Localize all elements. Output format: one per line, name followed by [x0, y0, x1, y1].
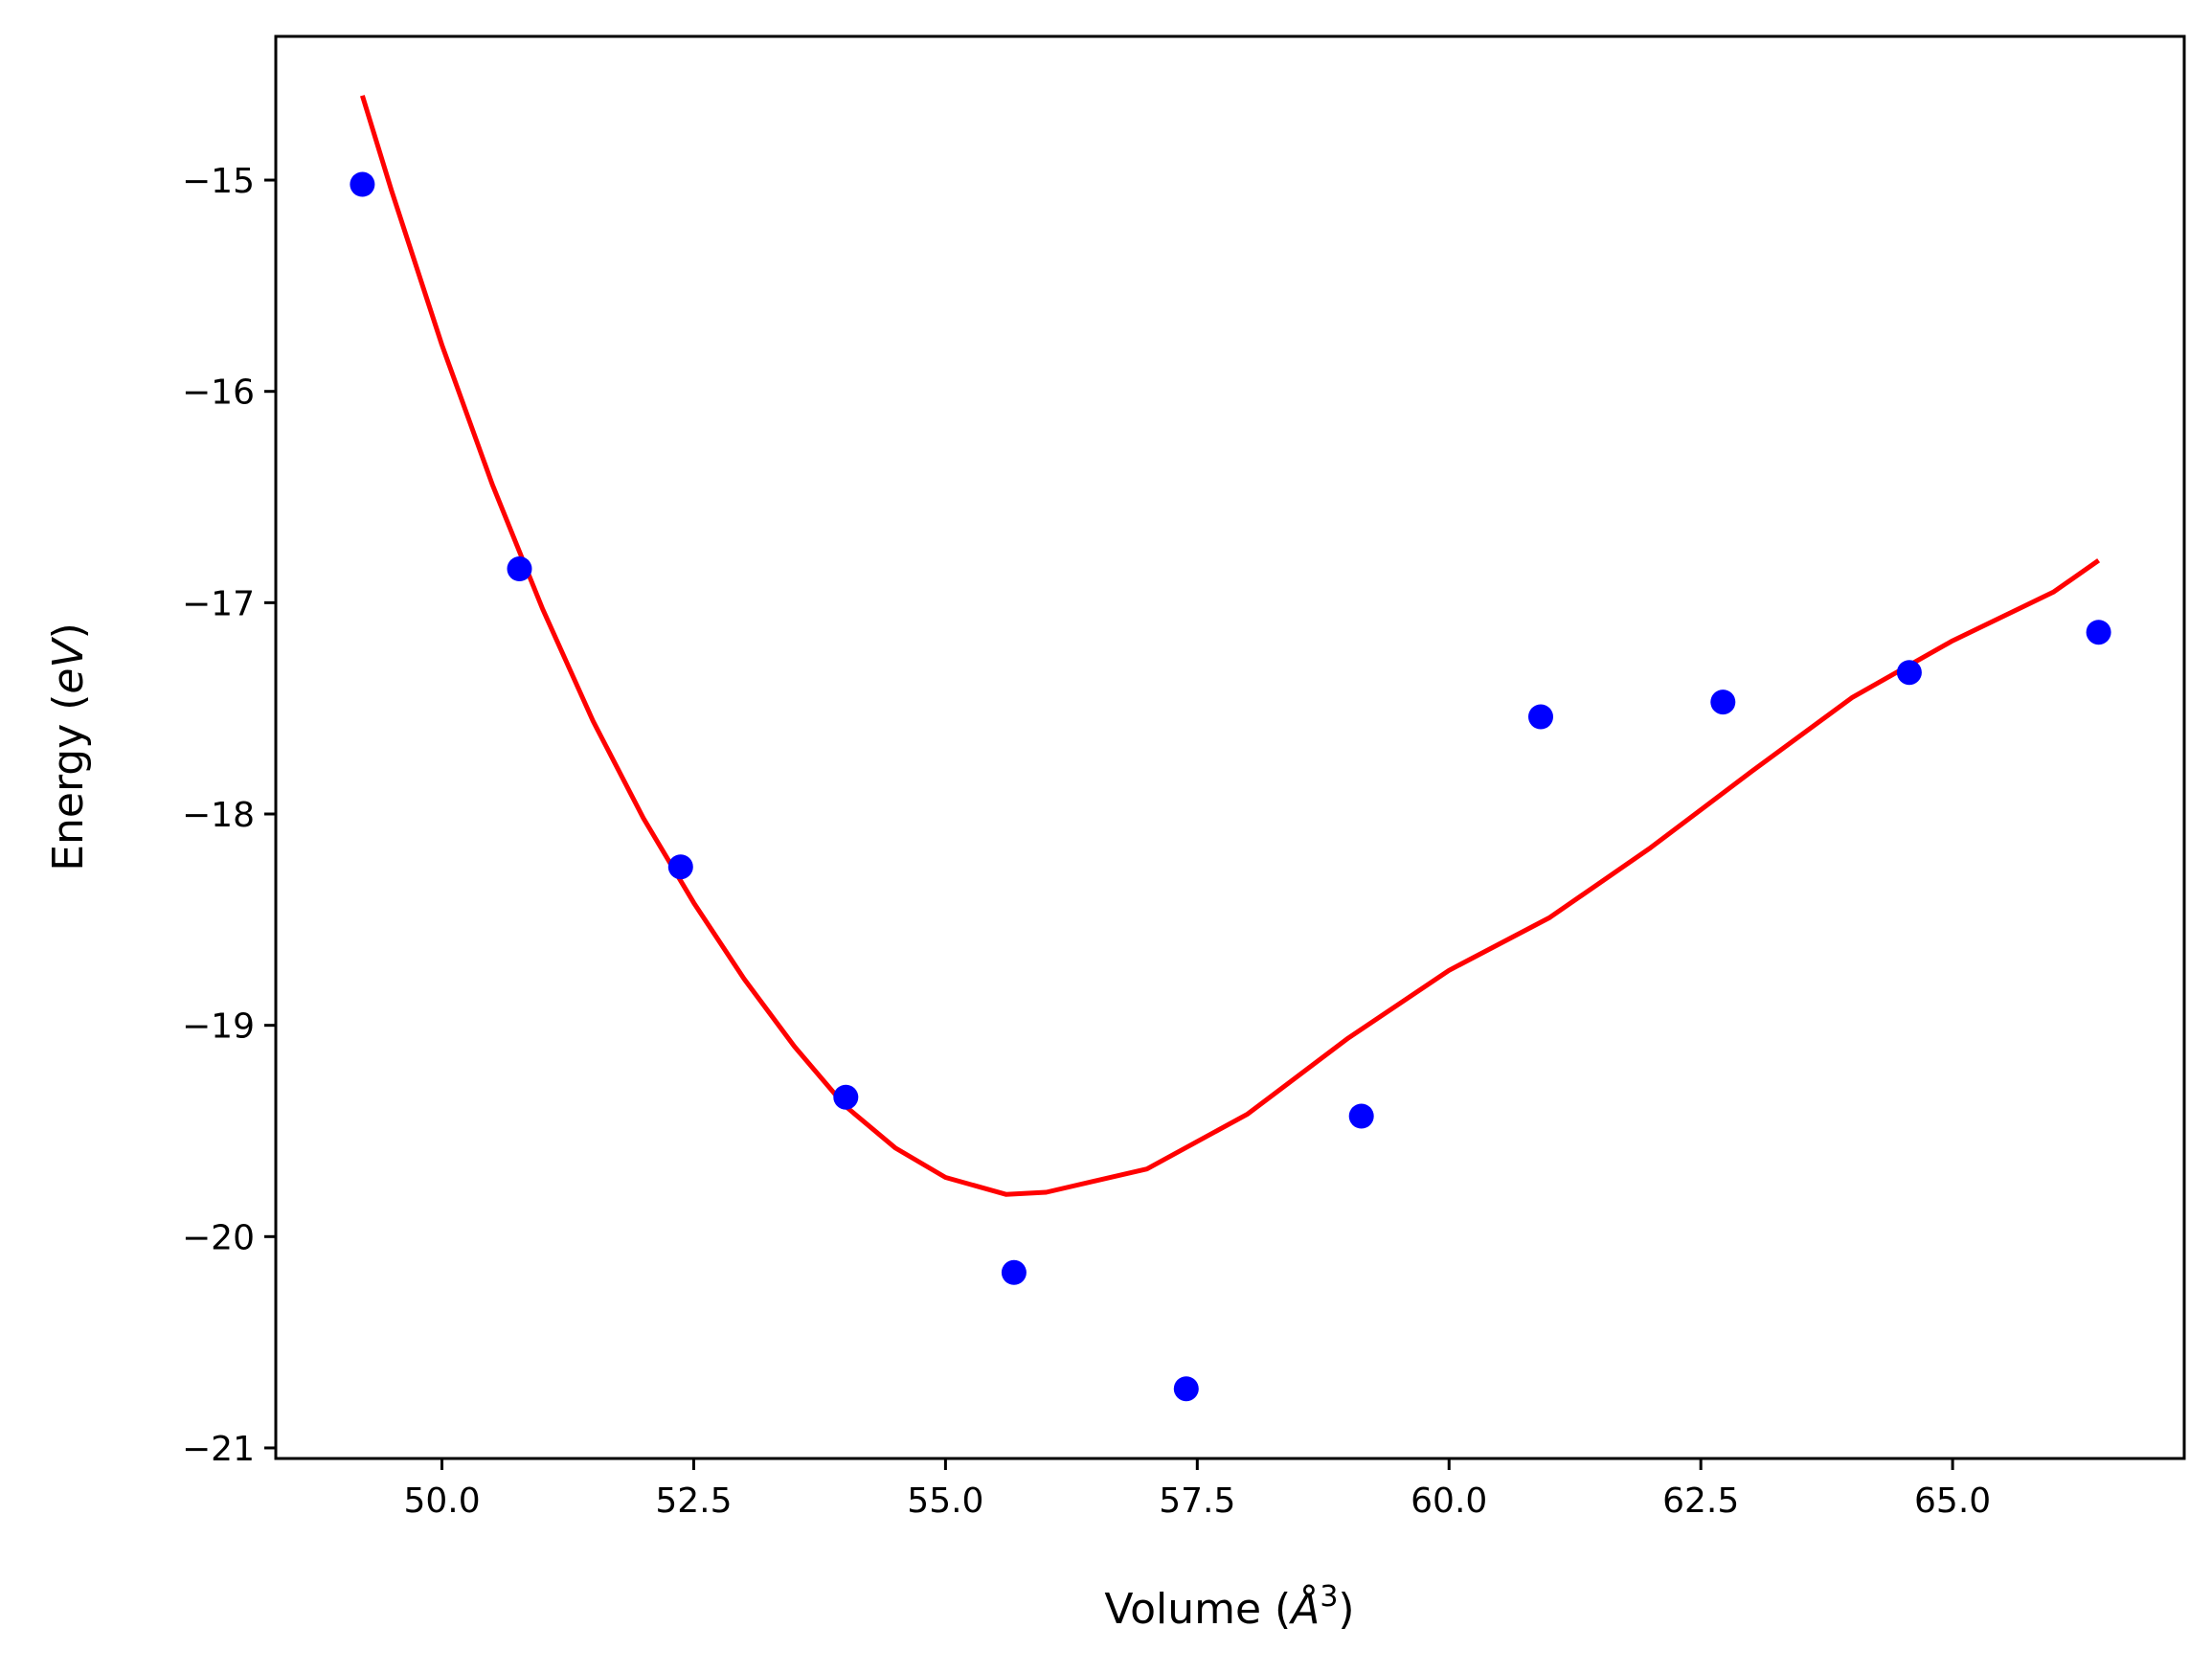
x-axis-label-superscript: 3 [1320, 1580, 1338, 1614]
data-point [350, 171, 375, 197]
fit-curve-line [360, 95, 2101, 1197]
y-axis-label: Energy (eV) [44, 622, 93, 871]
x-axis: 50.0 52.5 55.0 57.5 60.0 62.5 65.0 [403, 1458, 1991, 1521]
y-axis-label-suffix: ) [44, 622, 93, 639]
x-axis-label-prefix: Volume ( [1104, 1585, 1291, 1634]
x-tick-label: 60.0 [1411, 1481, 1487, 1521]
data-point [667, 854, 693, 880]
data-point [1528, 704, 1553, 730]
y-axis-label-symbol: eV [44, 637, 93, 694]
y-tick-label: −18 [182, 796, 255, 835]
x-tick-label: 57.5 [1159, 1481, 1235, 1521]
x-tick-label: 65.0 [1914, 1481, 1991, 1521]
y-tick-label: −21 [182, 1430, 255, 1469]
x-axis-label-symbol: Å [1288, 1583, 1320, 1634]
y-tick-label: −19 [182, 1007, 255, 1047]
y-axis-label-prefix: Energy ( [44, 694, 93, 871]
data-point [1173, 1376, 1199, 1402]
data-point [1896, 660, 1922, 686]
data-point [1001, 1259, 1027, 1285]
data-point [1348, 1103, 1374, 1129]
x-tick-label: 62.5 [1662, 1481, 1739, 1521]
plot-content [350, 95, 2111, 1402]
y-tick-label: −16 [182, 373, 255, 413]
y-tick-label: −15 [182, 162, 255, 201]
data-point [833, 1084, 859, 1110]
x-axis-label: Volume (Å3) [1104, 1580, 1354, 1634]
x-tick-label: 50.0 [403, 1481, 480, 1521]
x-axis-label-suffix: ) [1338, 1585, 1354, 1634]
y-tick-label: −20 [182, 1218, 255, 1257]
plot-frame [274, 34, 2186, 1460]
y-tick-label: −17 [182, 584, 255, 623]
x-tick-label: 52.5 [655, 1481, 732, 1521]
data-point [2086, 620, 2111, 645]
x-tick-label: 55.0 [907, 1481, 983, 1521]
data-point [1710, 690, 1736, 715]
y-axis: −15 −16 −17 −18 −19 −20 −21 [182, 162, 276, 1469]
data-point [507, 556, 532, 581]
